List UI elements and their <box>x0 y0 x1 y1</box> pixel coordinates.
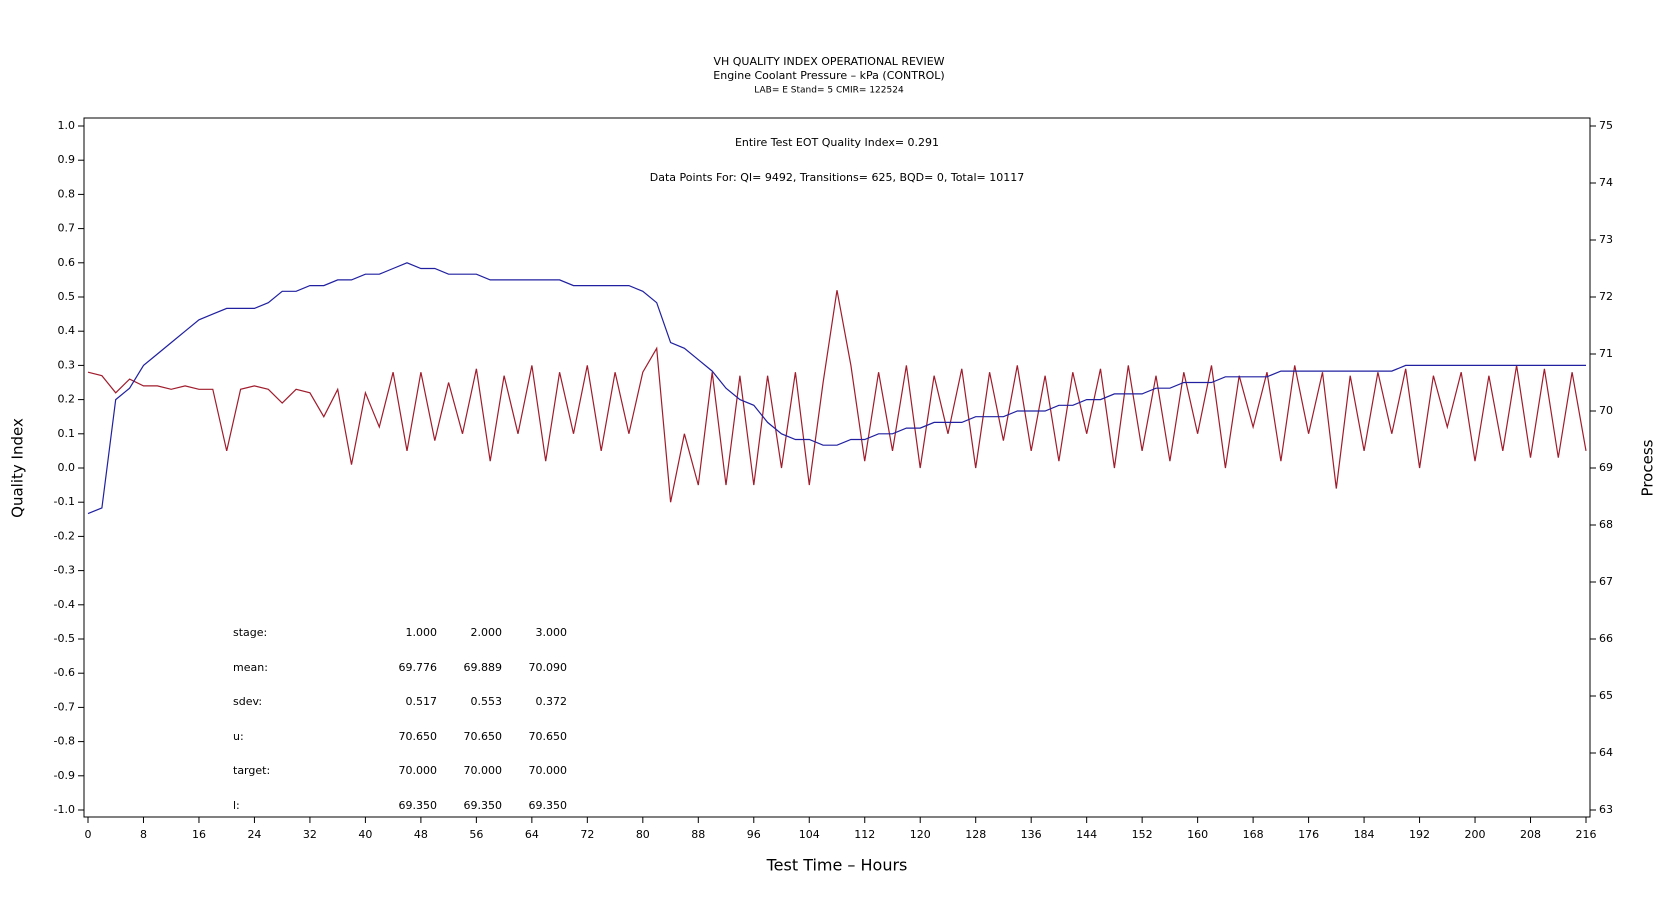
x-tick-label: 0 <box>85 828 92 841</box>
x-tick-label: 96 <box>747 828 761 841</box>
plot-frame <box>83 117 1591 818</box>
y2-tick-label: 71 <box>1599 347 1613 360</box>
y-tick-label: -0.4 <box>54 598 75 611</box>
y-tick-label: -1.0 <box>54 803 75 816</box>
y-tick-label: 0.3 <box>58 358 76 371</box>
y2-tick-label: 75 <box>1599 119 1613 132</box>
y-tick-label: -0.6 <box>54 666 75 679</box>
y2-tick-label: 69 <box>1599 461 1613 474</box>
chart-subtitle: Engine Coolant Pressure – kPa (CONTROL) <box>713 69 944 82</box>
y-tick-label: 0.9 <box>58 153 76 166</box>
x-tick-label: 200 <box>1465 828 1486 841</box>
stats-cell: mean: <box>233 661 268 674</box>
series-line <box>87 262 1586 515</box>
y-tick-label: -0.8 <box>54 735 75 748</box>
stats-cell: sdev: <box>233 695 262 708</box>
y-tick-label: 0.2 <box>58 393 76 406</box>
x-tick-label: 8 <box>140 828 147 841</box>
x-tick-label: 16 <box>192 828 206 841</box>
y2-tick-label: 70 <box>1599 404 1613 417</box>
y-tick-label: 0.0 <box>58 461 76 474</box>
stats-cell: 2.000 <box>471 626 503 639</box>
chart-subsubtitle: LAB= E Stand= 5 CMIR= 122524 <box>754 86 904 96</box>
y2-tick-label: 68 <box>1599 518 1613 531</box>
x-tick-label: 72 <box>580 828 594 841</box>
x-tick-label: 208 <box>1520 828 1541 841</box>
y-tick-label: -0.5 <box>54 632 75 645</box>
stats-cell: 69.350 <box>399 799 438 812</box>
x-tick-label: 80 <box>636 828 650 841</box>
stats-cell: 70.650 <box>529 730 568 743</box>
stats-cell: 69.889 <box>464 661 503 674</box>
stats-cell: 69.776 <box>399 661 438 674</box>
stats-cell: 70.000 <box>529 764 568 777</box>
y2-axis-label: Process <box>1639 439 1657 496</box>
y-tick-label: -0.3 <box>54 564 75 577</box>
x-tick-label: 160 <box>1187 828 1208 841</box>
x-tick-label: 152 <box>1132 828 1153 841</box>
x-tick-label: 56 <box>469 828 483 841</box>
x-tick-label: 104 <box>799 828 820 841</box>
y2-tick-label: 64 <box>1599 746 1613 759</box>
x-tick-label: 64 <box>525 828 539 841</box>
x-tick-label: 40 <box>358 828 372 841</box>
y2-tick-label: 74 <box>1599 176 1613 189</box>
stats-cell: l: <box>233 799 240 812</box>
y2-tick-label: 67 <box>1599 575 1613 588</box>
y-tick-label: -0.9 <box>54 769 75 782</box>
x-tick-label: 112 <box>854 828 875 841</box>
y2-tick-label: 65 <box>1599 689 1613 702</box>
x-tick-label: 32 <box>303 828 317 841</box>
y-tick-label: 0.6 <box>58 256 76 269</box>
y-tick-label: 0.8 <box>58 187 76 200</box>
annotation: Entire Test EOT Quality Index= 0.291 <box>735 136 939 149</box>
chart-title: VH QUALITY INDEX OPERATIONAL REVIEW <box>713 55 944 68</box>
y-axis-label: Quality Index <box>9 418 27 518</box>
annotation: Data Points For: QI= 9492, Transitions= … <box>650 171 1025 184</box>
x-tick-label: 48 <box>414 828 428 841</box>
y2-tick-label: 66 <box>1599 632 1613 645</box>
y-tick-label: 0.1 <box>58 427 76 440</box>
x-axis-label: Test Time – Hours <box>766 856 908 875</box>
x-tick-label: 88 <box>691 828 705 841</box>
stats-cell: 0.372 <box>536 695 568 708</box>
y-tick-label: 1.0 <box>58 119 76 132</box>
stats-cell: 1.000 <box>406 626 438 639</box>
y2-tick-label: 63 <box>1599 803 1613 816</box>
stats-cell: 69.350 <box>464 799 503 812</box>
x-tick-label: 168 <box>1243 828 1264 841</box>
y2-tick-label: 73 <box>1599 233 1613 246</box>
x-tick-label: 176 <box>1298 828 1319 841</box>
stats-cell: 70.090 <box>529 661 568 674</box>
x-tick-label: 144 <box>1076 828 1097 841</box>
stats-cell: 3.000 <box>536 626 568 639</box>
stats-cell: u: <box>233 730 244 743</box>
series-line <box>87 290 1587 503</box>
y-tick-label: -0.7 <box>54 700 75 713</box>
stats-cell: 0.553 <box>471 695 503 708</box>
y-tick-label: -0.1 <box>54 495 75 508</box>
x-tick-label: 192 <box>1409 828 1430 841</box>
y-tick-label: 0.7 <box>58 222 76 235</box>
stats-cell: 70.650 <box>464 730 503 743</box>
stats-cell: 70.000 <box>399 764 438 777</box>
x-tick-label: 136 <box>1021 828 1042 841</box>
y2-tick-label: 72 <box>1599 290 1613 303</box>
stats-cell: 70.650 <box>399 730 438 743</box>
x-tick-label: 128 <box>965 828 986 841</box>
stats-cell: 70.000 <box>464 764 503 777</box>
stats-cell: stage: <box>233 626 267 639</box>
x-tick-label: 184 <box>1354 828 1375 841</box>
stats-cell: 0.517 <box>406 695 438 708</box>
x-tick-label: 216 <box>1576 828 1597 841</box>
stats-cell: target: <box>233 764 270 777</box>
y-tick-label: -0.2 <box>54 529 75 542</box>
x-tick-label: 120 <box>910 828 931 841</box>
stats-cell: 69.350 <box>529 799 568 812</box>
y-tick-label: 0.5 <box>58 290 76 303</box>
x-tick-label: 24 <box>247 828 261 841</box>
y-tick-label: 0.4 <box>58 324 76 337</box>
